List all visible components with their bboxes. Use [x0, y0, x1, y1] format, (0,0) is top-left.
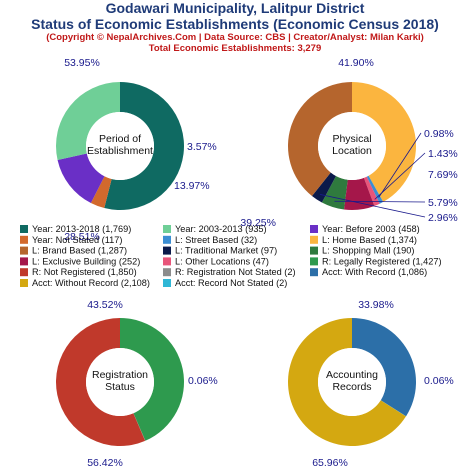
pie-slice	[57, 153, 105, 203]
donut-center-label: Establishment	[87, 145, 153, 157]
credit-line: (Copyright © NepalArchives.Com | Data So…	[46, 32, 424, 43]
legend-label: Acct: Record Not Stated (2)	[175, 278, 287, 288]
donut-center-label: Location	[332, 145, 372, 157]
legend-swatch	[310, 257, 318, 266]
percent-label: 3.57%	[187, 141, 217, 153]
legend-swatch	[163, 257, 171, 266]
legend-label: L: Traditional Market (97)	[175, 246, 277, 256]
pie-slice	[352, 82, 416, 202]
percent-label: 2.96%	[428, 212, 458, 224]
percent-label: 5.79%	[428, 197, 458, 209]
leader-line	[334, 200, 426, 203]
percent-label: 0.06%	[188, 375, 218, 387]
legend-swatch	[163, 225, 171, 233]
legend-label: R: Not Registered (1,850)	[32, 267, 137, 277]
percent-label: 41.90%	[338, 57, 374, 69]
donut-hole	[318, 348, 386, 416]
percent-label: 0.06%	[424, 375, 454, 387]
donut-center-label: Period of	[99, 133, 141, 145]
legend-swatch	[20, 279, 28, 287]
percent-label: 0.98%	[424, 128, 454, 140]
legend-swatch	[163, 279, 171, 287]
legend-label: L: Shopping Mall (190)	[322, 246, 414, 256]
pie-slice	[56, 318, 146, 447]
percent-label: 1.43%	[428, 148, 458, 160]
pie-slice	[311, 172, 337, 203]
chart-title-line-2: Status of Economic Establishments (Econo…	[31, 16, 439, 32]
legend-label: Year: Before 2003 (458)	[322, 224, 420, 234]
legend-label: Acct: With Record (1,086)	[322, 267, 427, 277]
legend-swatch	[20, 225, 28, 233]
donut-hole	[318, 112, 386, 180]
legend-label: L: Home Based (1,374)	[322, 235, 417, 245]
pie-slice	[288, 82, 352, 196]
donut-center-label: Registration	[92, 369, 148, 381]
legend-swatch	[20, 257, 28, 266]
legend-label: L: Exclusive Building (252)	[32, 256, 140, 266]
percent-label: 33.98%	[358, 299, 394, 311]
percent-label: 39.25%	[240, 217, 276, 229]
pie-slice	[380, 400, 407, 417]
percent-label: 53.95%	[64, 57, 100, 69]
legend-swatch	[310, 268, 318, 277]
legend-label: R: Legally Registered (1,427)	[322, 256, 442, 266]
legend-label: L: Brand Based (1,287)	[32, 246, 127, 256]
donut-chart-2: 41.90% 0.98% 1.43% 7.69% 5.79% 2.96% 39.25% Phy…	[240, 57, 457, 229]
legend-swatch	[163, 235, 171, 244]
legend-label: L: Street Based (32)	[175, 235, 257, 245]
legend-label: Year: Not Stated (117)	[32, 235, 122, 245]
legend-label: L: Other Locations (47)	[175, 256, 269, 266]
legend-swatch	[163, 246, 171, 255]
leader-line	[378, 132, 422, 198]
percent-label: 28.51%	[64, 231, 100, 243]
total-line: Total Economic Establishments: 3,279	[148, 43, 322, 54]
pie-slice	[104, 82, 184, 210]
legend-label: R: Registration Not Stated (2)	[175, 267, 296, 277]
pie-slice	[120, 318, 185, 441]
legend-swatch	[20, 268, 28, 277]
legend-label: Year: 2013-2018 (1,769)	[32, 224, 131, 234]
donut-hole	[86, 348, 154, 416]
chart-header: Godawari Municipality, Lalitpur District…	[0, 0, 470, 54]
donut-center-label: Status	[105, 381, 135, 393]
donut-center-label: Accounting	[326, 369, 378, 381]
chart-title-line-1: Godawari Municipality, Lalitpur District	[105, 0, 365, 16]
pie-slice	[133, 413, 146, 441]
leader-line	[374, 152, 426, 200]
pie-slice	[90, 176, 112, 209]
legend: Year: 2013-2018 (1,769) Year: 2003-2013 (…	[20, 224, 442, 288]
legend-swatch	[163, 268, 171, 277]
pie-slice	[352, 318, 416, 417]
pie-slice	[55, 82, 120, 161]
donut-center-label: Records	[332, 381, 371, 393]
percent-label: 13.97%	[174, 180, 210, 192]
percent-label: 7.69%	[428, 169, 458, 181]
legend-swatch	[310, 225, 318, 233]
percent-label: 65.96%	[312, 457, 348, 469]
percent-label: 43.52%	[87, 299, 123, 311]
donut-hole	[86, 112, 154, 180]
legend-label: Acct: Without Record (2,108)	[32, 278, 150, 288]
pie-slice	[287, 318, 406, 446]
donut-chart-1: 53.95% 3.57% 13.97% 28.51% Period ofEstablis…	[55, 57, 217, 243]
legend-swatch	[20, 235, 28, 244]
leader-line	[320, 194, 426, 218]
pie-slice	[343, 177, 375, 210]
legend-label: Year: 2003-2013 (935)	[175, 224, 267, 234]
legend-swatch	[310, 235, 318, 244]
donut-center-label: Physical	[332, 133, 371, 145]
percent-label: 56.42%	[87, 457, 123, 469]
legend-swatch	[20, 246, 28, 255]
legend-swatch	[310, 246, 318, 255]
